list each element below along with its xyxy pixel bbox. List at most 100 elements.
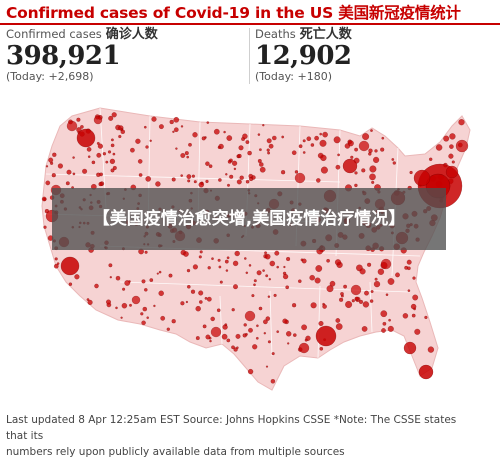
case-bubble [96,172,101,178]
case-bubble [320,154,327,162]
case-bubble [265,365,269,368]
case-bubble [168,273,173,278]
case-bubble [76,128,96,148]
stats-panel: Confirmed cases 确诊人数 398,921 (Today: +2,6… [0,26,500,86]
case-bubble [414,328,421,335]
case-bubble [120,129,126,135]
case-bubble [96,141,100,145]
case-bubble [180,174,184,177]
case-bubble [302,139,306,143]
case-bubble [108,115,114,121]
case-bubble [234,250,240,257]
case-bubble [294,172,306,184]
case-bubble [385,293,389,297]
case-bubble [369,299,374,303]
case-bubble [205,179,209,184]
case-bubble [256,270,262,276]
case-bubble [209,339,212,343]
case-bubble [143,287,148,292]
case-bubble [282,273,289,280]
case-bubble [268,143,274,149]
case-bubble [298,144,303,149]
case-bubble [362,301,370,308]
case-bubble [259,166,266,173]
case-bubble [218,265,222,269]
case-bubble [216,308,221,313]
case-bubble [248,176,254,182]
case-bubble [80,125,84,129]
case-bubble [105,160,109,164]
case-bubble [358,299,364,305]
case-bubble [142,306,148,312]
case-bubble [110,168,115,173]
case-bubble [369,165,377,173]
case-bubble [188,142,192,147]
case-bubble [180,125,184,128]
case-bubble [198,181,205,188]
case-bubble [233,347,238,352]
case-bubble [285,285,290,290]
case-bubble [407,266,411,271]
case-bubble [187,179,191,183]
case-bubble [158,290,164,297]
case-bubble [267,340,271,344]
case-bubble [141,279,146,284]
case-bubble [156,272,159,275]
case-bubble [282,318,288,324]
case-bubble [96,152,102,158]
case-bubble [310,143,315,147]
case-bubble [265,274,269,278]
chart-title: Confirmed cases of Covid-19 in the US 美国… [6,4,461,22]
case-bubble [66,169,72,175]
case-bubble [248,264,252,267]
case-bubble [285,256,291,262]
case-bubble [225,269,229,272]
case-bubble [406,259,412,265]
case-bubble [445,165,459,179]
case-bubble [102,151,107,156]
case-bubble [190,289,196,294]
case-bubble [370,289,374,294]
case-bubble [455,139,469,153]
case-bubble [218,178,222,182]
case-bubble [304,338,308,342]
case-bubble [172,130,175,134]
case-bubble [329,280,336,287]
case-bubble [65,181,70,186]
case-bubble [351,299,355,303]
case-bubble [186,155,190,159]
case-bubble [87,299,93,306]
case-bubble [387,325,394,333]
case-bubble [232,260,239,267]
case-bubble [173,127,179,133]
case-bubble [236,179,242,185]
case-bubble [41,196,47,202]
case-bubble [155,181,161,187]
case-bubble [153,304,156,308]
case-bubble [251,293,255,298]
case-bubble [449,144,454,149]
case-bubble [309,274,316,281]
case-bubble [362,133,370,141]
case-bubble [266,138,272,144]
case-bubble [245,140,250,145]
case-bubble [146,316,150,320]
case-bubble [158,124,164,130]
case-bubble [124,280,131,286]
case-bubble [280,169,286,175]
case-bubble [244,332,248,336]
case-bubble [60,256,80,276]
case-bubble [381,136,385,140]
case-bubble [269,260,276,267]
case-bubble [359,268,366,275]
case-bubble [68,282,73,287]
case-bubble [143,125,147,129]
case-bubble [207,266,211,270]
case-bubble [268,277,272,281]
case-bubble [199,250,203,254]
case-bubble [337,153,341,157]
case-bubble [283,265,286,269]
case-bubble [206,296,212,302]
deaths-label: Deaths [255,27,296,41]
case-bubble [342,158,358,174]
